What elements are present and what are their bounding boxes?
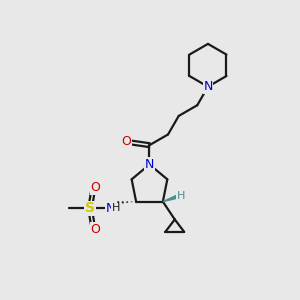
Text: O: O (91, 223, 100, 236)
Polygon shape (163, 195, 179, 202)
Text: H: H (112, 203, 120, 214)
Text: S: S (85, 202, 95, 215)
Text: O: O (122, 135, 131, 148)
Text: N: N (106, 202, 115, 215)
Text: N: N (145, 158, 154, 171)
Text: H: H (177, 191, 185, 201)
Text: O: O (91, 181, 100, 194)
Text: N: N (203, 80, 213, 93)
